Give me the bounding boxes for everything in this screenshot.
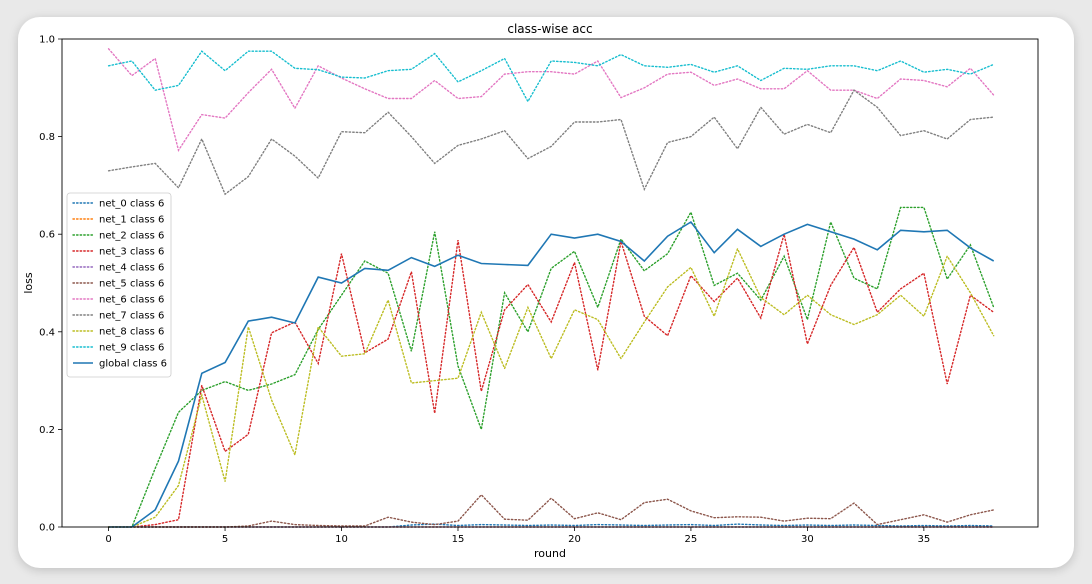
series-line-net-5-class-6 [107, 493, 995, 528]
legend-entry-label: net_5 class 6 [99, 279, 164, 290]
series-line-global-class-6 [108, 220, 995, 528]
x-tick-label: 5 [222, 534, 228, 545]
series-line-net-8-class-6 [107, 246, 995, 528]
series-line-net-6-class-6 [107, 48, 995, 153]
line-chart: class-wise acc round loss net_0 class 6n… [22, 22, 1039, 560]
y-tick-label: 0.2 [39, 425, 55, 436]
y-tick-label: 0.0 [39, 523, 55, 534]
series-line-net-9-class-6 [107, 50, 995, 103]
y-tick-label: 1.0 [39, 35, 55, 46]
legend: net_0 class 6 net_1 class 6 net_2 class 6 n… [66, 192, 172, 378]
plot-area [107, 48, 995, 528]
x-tick-label: 15 [452, 534, 465, 545]
legend-entry-label: net_9 class 6 [99, 343, 164, 354]
series-line-net-2-class-6 [107, 206, 995, 528]
legend-entry-label: net_6 class 6 [99, 295, 164, 306]
x-tick-label: 10 [335, 534, 348, 545]
x-tick-label: 20 [568, 534, 581, 545]
x-tick-label: 0 [105, 534, 111, 545]
legend-entry-label: net_3 class 6 [99, 247, 164, 258]
legend-entry-label: net_1 class 6 [99, 215, 164, 226]
legend-entry-label: net_7 class 6 [99, 311, 164, 322]
y-tick-label: 0.8 [39, 132, 55, 143]
x-tick-label: 35 [917, 534, 930, 545]
chart-title: class-wise acc [507, 22, 592, 36]
x-tick-label: 30 [801, 534, 814, 545]
series-line-net-7-class-6 [107, 89, 995, 196]
y-axis-label: loss [22, 272, 35, 294]
x-axis-label: round [534, 547, 566, 560]
legend-entry-label: net_4 class 6 [99, 263, 164, 274]
plot-frame [61, 38, 1039, 528]
y-tick-label: 0.4 [39, 327, 55, 338]
y-tick-label: 0.6 [39, 230, 55, 241]
x-tick-label: 25 [685, 534, 698, 545]
legend-entry-label: net_0 class 6 [99, 199, 164, 210]
legend-entry-label: net_8 class 6 [99, 327, 164, 338]
series-line-net-3-class-6 [107, 234, 995, 528]
legend-entry-label: net_2 class 6 [99, 231, 164, 242]
legend-entry-label: global class 6 [99, 359, 167, 370]
